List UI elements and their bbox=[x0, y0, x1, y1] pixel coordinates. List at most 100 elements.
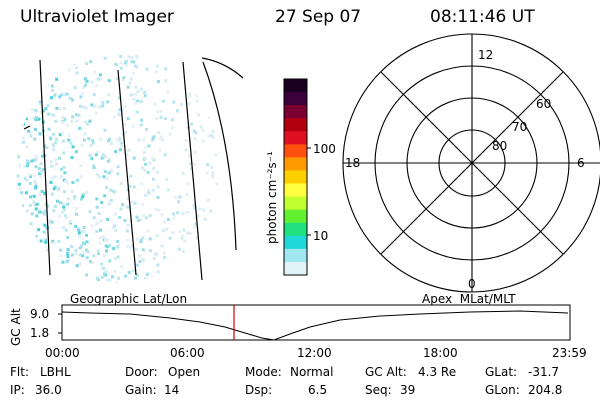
image-speckle bbox=[25, 80, 29, 84]
image-speckle bbox=[212, 241, 216, 245]
image-speckle bbox=[104, 244, 108, 248]
image-speckle bbox=[209, 209, 213, 213]
image-speckle bbox=[125, 229, 129, 233]
image-speckle bbox=[25, 281, 29, 283]
image-speckle bbox=[103, 155, 107, 159]
image-speckle bbox=[209, 94, 213, 98]
image-speckle bbox=[98, 73, 102, 77]
gain-label: Gain: bbox=[125, 383, 157, 397]
image-speckle bbox=[51, 143, 55, 147]
image-speckle bbox=[178, 55, 182, 59]
image-speckle bbox=[60, 93, 64, 97]
image-speckle bbox=[127, 148, 131, 152]
image-speckle bbox=[114, 256, 118, 260]
image-speckle bbox=[31, 235, 35, 239]
image-speckle bbox=[190, 122, 194, 126]
image-speckle bbox=[43, 64, 47, 67]
image-speckle bbox=[202, 208, 205, 212]
image-speckle bbox=[27, 173, 31, 177]
door-label: Door: bbox=[125, 365, 158, 379]
image-speckle bbox=[156, 270, 160, 274]
image-speckle bbox=[33, 127, 37, 131]
image-speckle bbox=[193, 65, 197, 69]
image-speckle bbox=[100, 201, 104, 204]
image-speckle bbox=[53, 185, 57, 189]
image-speckle bbox=[138, 280, 142, 283]
image-speckle bbox=[64, 228, 68, 232]
image-speckle bbox=[78, 253, 82, 257]
image-speckle bbox=[188, 231, 192, 235]
image-speckle bbox=[106, 245, 110, 249]
image-speckle bbox=[154, 70, 158, 74]
image-speckle bbox=[223, 236, 226, 239]
time-tick-1200: 12:00 bbox=[297, 346, 332, 360]
image-speckle bbox=[189, 162, 193, 166]
image-speckle bbox=[39, 193, 42, 197]
image-speckle bbox=[53, 114, 57, 117]
image-speckle bbox=[165, 177, 169, 181]
image-speckle bbox=[78, 262, 82, 266]
image-speckle bbox=[144, 145, 148, 149]
image-speckle bbox=[182, 228, 186, 232]
image-speckle bbox=[19, 234, 23, 238]
image-speckle bbox=[27, 234, 31, 238]
image-speckle bbox=[61, 277, 64, 281]
image-speckle bbox=[114, 212, 117, 216]
image-speckle bbox=[84, 83, 88, 87]
image-speckle bbox=[82, 138, 86, 142]
image-speckle bbox=[108, 278, 112, 282]
image-speckle bbox=[44, 78, 48, 82]
image-speckle bbox=[103, 56, 107, 60]
image-speckle bbox=[181, 171, 185, 175]
image-speckle bbox=[134, 93, 137, 97]
image-speckle bbox=[72, 197, 76, 201]
image-speckle bbox=[171, 231, 175, 235]
image-speckle bbox=[132, 269, 135, 273]
image-speckle bbox=[76, 278, 80, 282]
image-speckle bbox=[27, 129, 31, 133]
image-speckle bbox=[124, 130, 128, 134]
image-speckle bbox=[17, 257, 21, 261]
image-speckle bbox=[86, 122, 89, 126]
image-speckle bbox=[189, 167, 193, 171]
image-speckle bbox=[211, 135, 215, 139]
image-speckle bbox=[45, 249, 49, 253]
image-speckle bbox=[36, 83, 40, 87]
image-speckle bbox=[44, 259, 48, 263]
image-speckle bbox=[145, 128, 149, 131]
image-speckle bbox=[24, 248, 27, 252]
image-speckle bbox=[168, 236, 172, 240]
image-speckle bbox=[130, 56, 134, 60]
image-speckle bbox=[142, 213, 146, 217]
mlt-label-18: 18 bbox=[345, 156, 361, 170]
image-speckle bbox=[198, 207, 202, 211]
image-speckle bbox=[196, 214, 200, 218]
image-speckle bbox=[62, 139, 66, 143]
image-speckle bbox=[226, 198, 229, 201]
colorbar-segment bbox=[284, 157, 307, 171]
image-speckle bbox=[64, 179, 67, 183]
image-speckle bbox=[118, 136, 122, 140]
image-speckle bbox=[21, 204, 24, 208]
image-speckle bbox=[81, 193, 85, 197]
image-speckle bbox=[16, 206, 20, 210]
image-speckle bbox=[172, 276, 176, 279]
alt-tick-9: 9.0 bbox=[30, 307, 50, 321]
image-speckle bbox=[53, 93, 57, 97]
image-speckle bbox=[34, 158, 38, 162]
image-speckle bbox=[17, 248, 21, 252]
image-speckle bbox=[84, 53, 88, 57]
image-speckle bbox=[48, 136, 52, 140]
image-speckle bbox=[200, 249, 204, 253]
image-speckle bbox=[161, 138, 165, 142]
mode-value: Normal bbox=[290, 365, 334, 379]
image-speckle bbox=[151, 188, 155, 192]
image-speckle bbox=[99, 219, 103, 223]
altitude-panel bbox=[58, 304, 571, 341]
image-speckle bbox=[113, 224, 117, 228]
image-speckle bbox=[45, 146, 49, 150]
image-speckle bbox=[131, 200, 135, 204]
image-speckle bbox=[28, 258, 32, 262]
image-speckle bbox=[124, 61, 127, 65]
image-speckle bbox=[114, 63, 118, 67]
